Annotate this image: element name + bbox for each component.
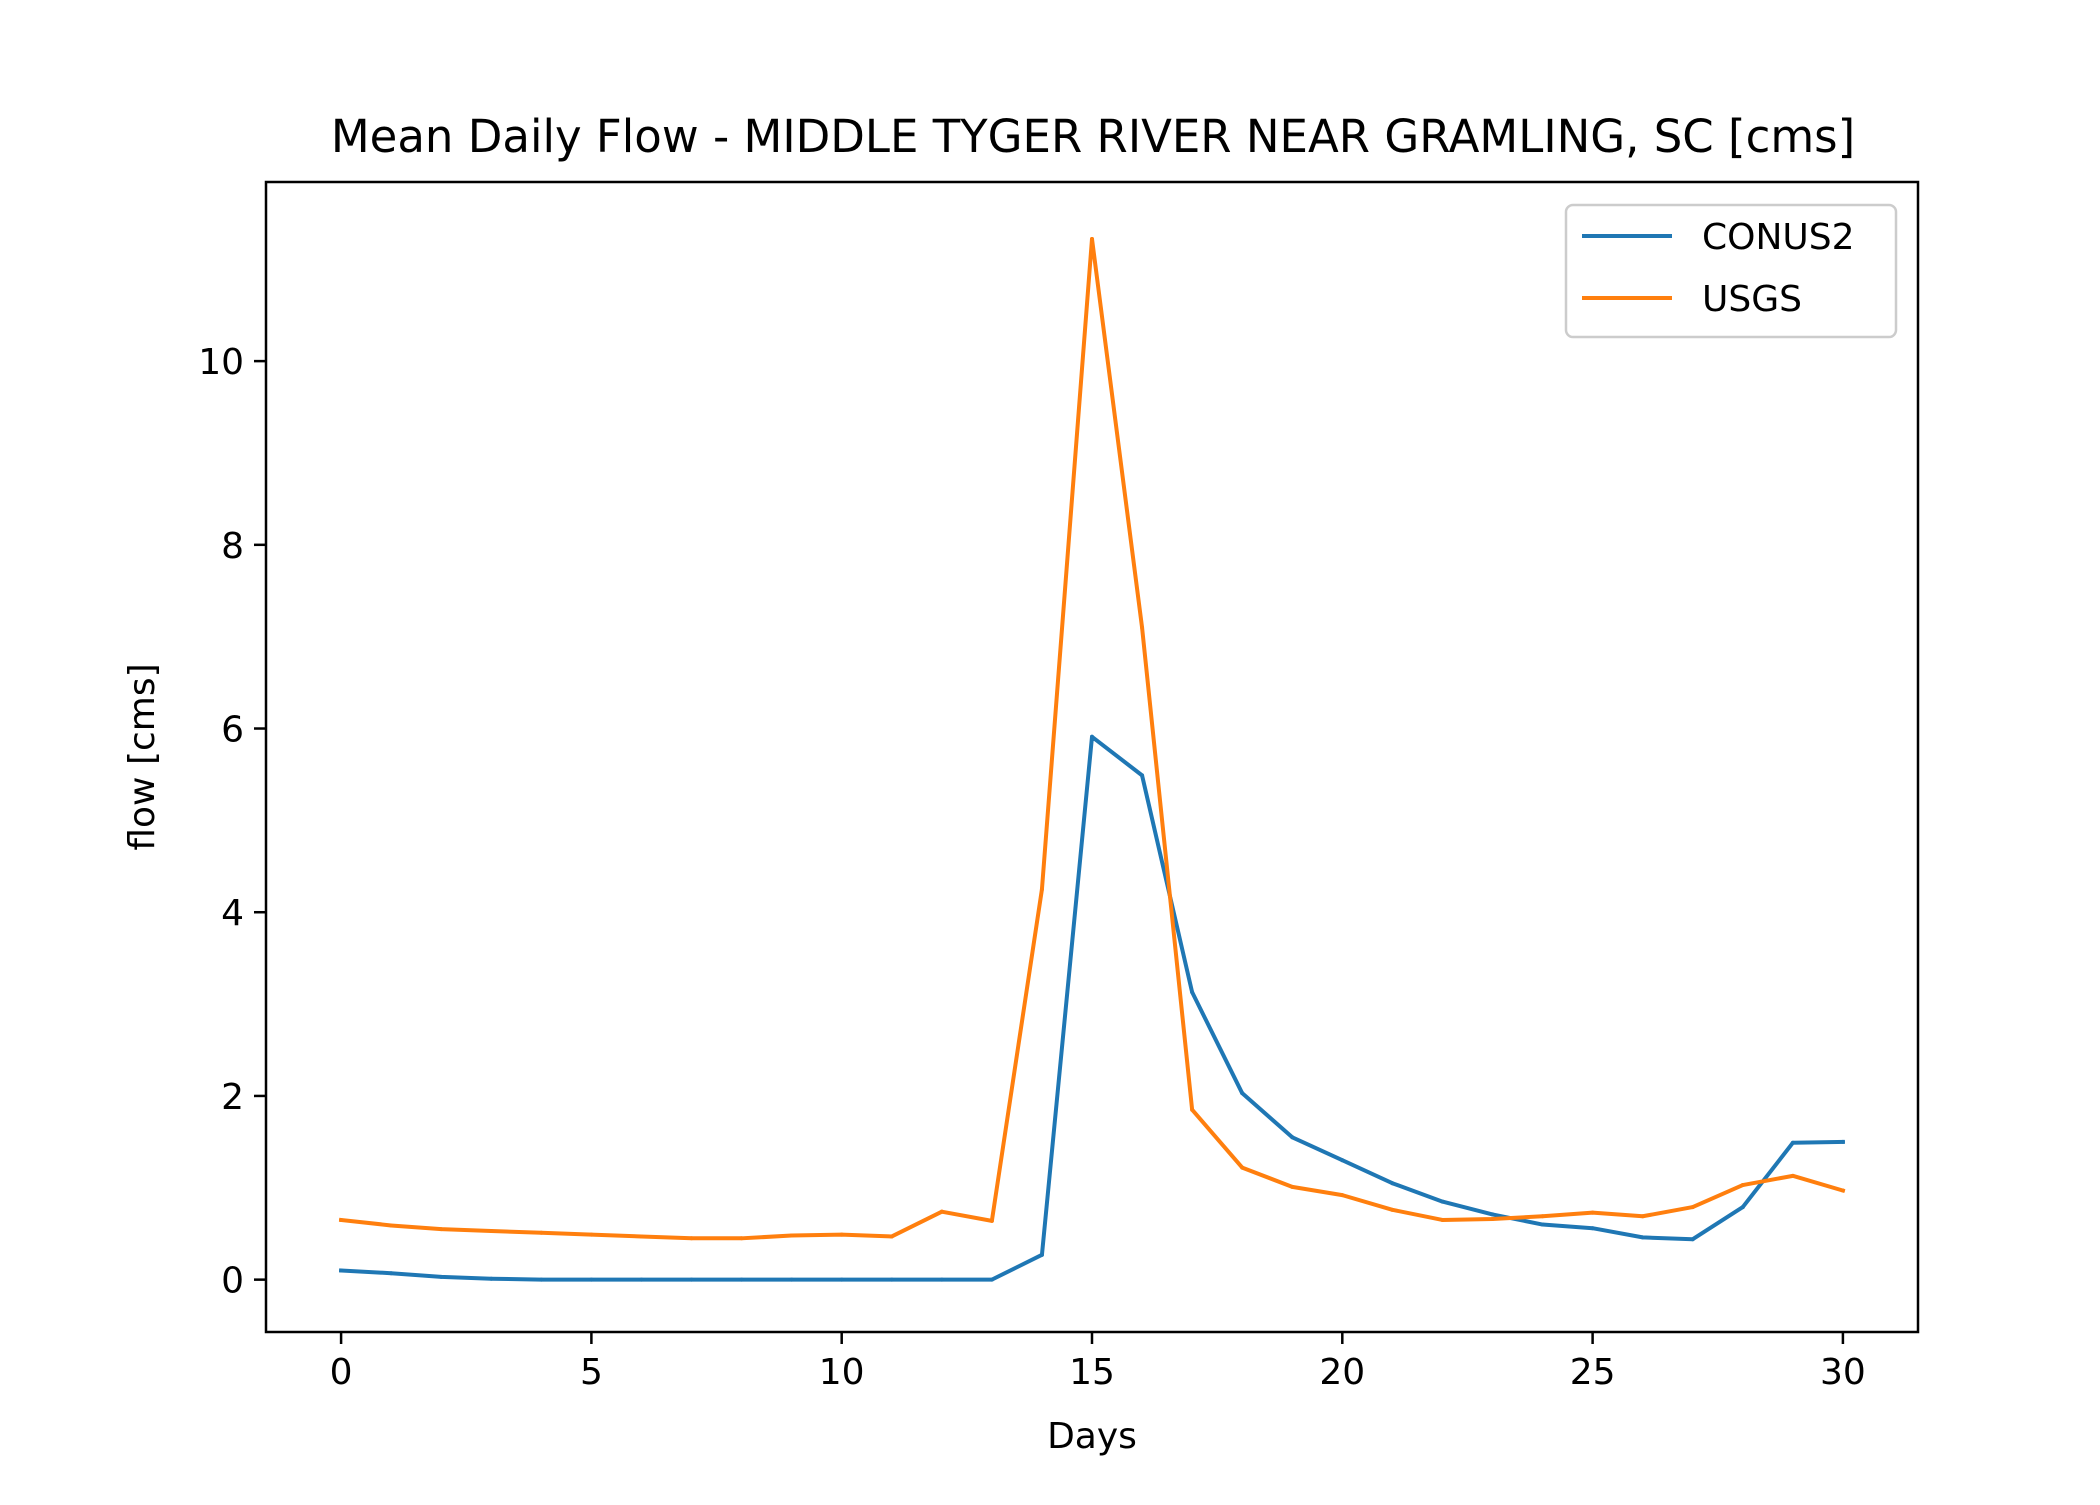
data-point-usgs [489,1228,494,1233]
data-point-conus2 [489,1276,494,1281]
data-point-conus2 [1740,1205,1745,1210]
data-point-conus2 [1540,1222,1545,1227]
y-tick-label: 4 [221,893,244,934]
data-point-usgs [1190,1107,1195,1112]
x-axis: 0 5 10 15 20 25 30 [330,1332,1866,1393]
data-point-usgs [689,1236,694,1241]
data-point-conus2 [1490,1212,1495,1217]
data-point-usgs [1790,1173,1795,1178]
x-axis-label: Days [1047,1416,1137,1457]
data-point-usgs [1690,1205,1695,1210]
data-point-conus2 [1590,1226,1595,1231]
data-point-conus2 [339,1268,344,1273]
data-point-usgs [1640,1214,1645,1219]
x-tick-label: 5 [580,1352,603,1393]
data-point-usgs [739,1236,744,1241]
data-point-usgs [539,1230,544,1235]
data-point-usgs [1490,1217,1495,1222]
data-point-conus2 [539,1277,544,1282]
data-point-conus2 [889,1277,894,1282]
data-point-conus2 [1390,1181,1395,1186]
data-point-conus2 [1090,734,1094,739]
legend-label: CONUS2 [1702,217,1855,258]
data-point-usgs [1590,1210,1595,1215]
x-tick-label: 25 [1570,1352,1616,1393]
y-tick-label: 0 [221,1261,244,1302]
data-point-usgs [389,1223,394,1228]
data-point-usgs [639,1234,644,1239]
data-point-usgs [439,1227,444,1232]
legend-label: USGS [1702,279,1802,320]
y-axis-label: flow [cms] [122,663,163,850]
data-point-usgs [589,1232,594,1237]
data-point-usgs [1740,1183,1745,1188]
data-point-conus2 [639,1277,644,1282]
data-point-conus2 [439,1274,444,1279]
data-point-usgs [1039,887,1044,892]
data-point-usgs [1240,1165,1245,1170]
data-point-conus2 [1140,773,1145,778]
data-point-conus2 [839,1277,844,1282]
data-point-usgs [889,1234,894,1239]
data-point-conus2 [389,1271,394,1276]
data-point-usgs [1290,1184,1295,1189]
data-point-usgs [1140,625,1145,630]
data-point-conus2 [1790,1140,1795,1145]
x-tick-label: 15 [1069,1352,1115,1393]
data-point-usgs [1840,1188,1845,1193]
data-point-usgs [1340,1193,1345,1198]
series-layer [338,236,1846,1282]
y-axis: 0 2 4 6 8 10 [198,342,266,1302]
data-point-usgs [939,1209,944,1214]
data-point-usgs [1090,236,1094,241]
x-tick-label: 20 [1319,1352,1365,1393]
data-point-conus2 [989,1277,994,1282]
data-point-usgs [789,1233,794,1238]
data-point-conus2 [739,1277,744,1282]
data-point-conus2 [1290,1135,1295,1140]
x-tick-label: 10 [819,1352,865,1393]
data-point-usgs [989,1218,994,1223]
data-point-conus2 [1640,1235,1645,1240]
legend: CONUS2 USGS [1564,203,1898,339]
y-tick-label: 10 [198,342,244,383]
data-point-usgs [1540,1214,1545,1219]
data-point-conus2 [1240,1091,1245,1096]
data-point-conus2 [1840,1139,1845,1144]
data-point-conus2 [1039,1252,1044,1257]
x-tick-label: 30 [1820,1352,1866,1393]
data-point-usgs [1440,1217,1445,1222]
data-point-usgs [339,1217,344,1222]
data-point-conus2 [1190,990,1195,995]
y-tick-label: 2 [221,1077,244,1118]
y-tick-label: 6 [221,710,244,751]
y-tick-label: 8 [221,526,244,567]
data-point-usgs [839,1232,844,1237]
data-point-usgs [1390,1207,1395,1212]
x-tick-label: 0 [330,1352,353,1393]
chart-title: Mean Daily Flow - MIDDLE TYGER RIVER NEA… [331,110,1855,163]
data-point-conus2 [589,1277,594,1282]
data-point-conus2 [1340,1158,1345,1163]
data-point-conus2 [1690,1237,1695,1242]
data-point-conus2 [689,1277,694,1282]
data-point-conus2 [789,1277,794,1282]
data-point-conus2 [1440,1199,1445,1204]
data-point-conus2 [939,1277,944,1282]
